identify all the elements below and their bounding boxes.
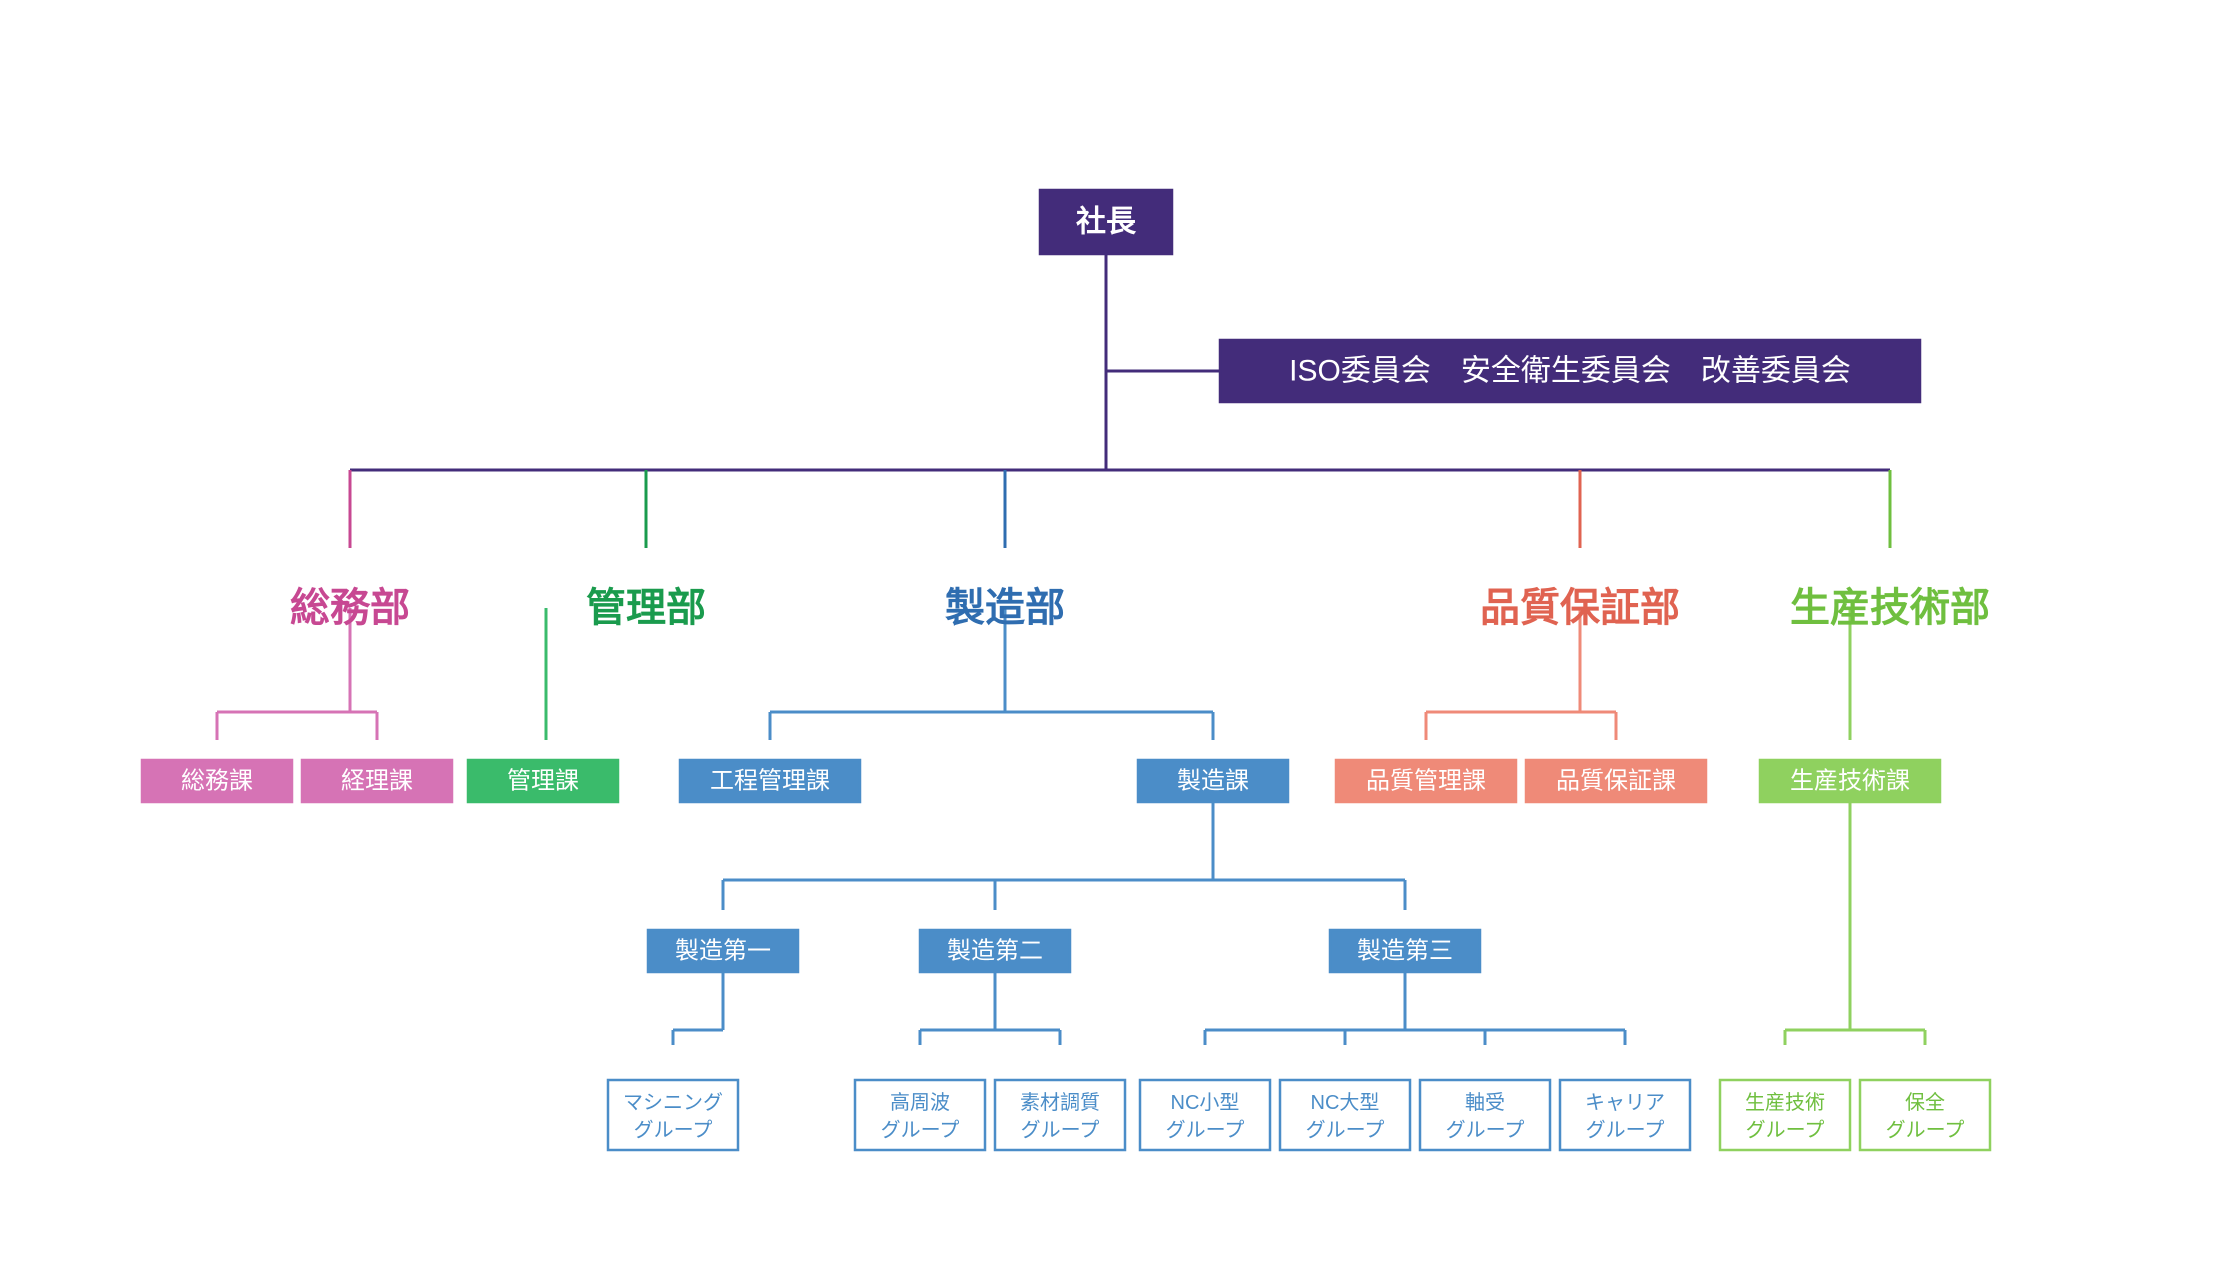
- node-label: 管理課: [507, 768, 579, 795]
- node-label-line2: グループ: [1021, 1118, 1100, 1141]
- node-label: 生産技術課: [1790, 768, 1910, 795]
- node-label-line2: グループ: [1446, 1118, 1525, 1141]
- node-president: 社長: [1040, 190, 1172, 254]
- node-label-line1: 軸受: [1465, 1091, 1505, 1114]
- node-label: 製造第三: [1357, 938, 1453, 965]
- node-grp_machining: マシニンググループ: [608, 1080, 738, 1150]
- node-label-line2: グループ: [1306, 1118, 1385, 1141]
- connector: [1785, 802, 1925, 1045]
- node-label-line1: 素材調質: [1020, 1091, 1100, 1114]
- node-label: 生産技術部: [1790, 586, 1990, 630]
- node-grp_nckogata: NC小型グループ: [1140, 1080, 1270, 1150]
- node-label: 工程管理課: [710, 768, 830, 795]
- node-label: 製造課: [1177, 768, 1249, 795]
- node-label: ISO委員会 安全衛生委員会 改善委員会: [1289, 355, 1851, 388]
- node-label-line2: グループ: [1166, 1118, 1245, 1141]
- node-label-line2: グループ: [634, 1118, 713, 1141]
- connector: [723, 802, 1405, 910]
- node-dept_soumu: 総務部: [290, 586, 410, 630]
- node-dept_kanri: 管理部: [586, 586, 706, 630]
- node-label-line1: 保全: [1905, 1091, 1945, 1114]
- node-kanri_ka: 管理課: [468, 760, 618, 802]
- node-label-line1: キャリア: [1585, 1092, 1665, 1114]
- node-keiri_ka: 経理課: [302, 760, 452, 802]
- node-committees: ISO委員会 安全衛生委員会 改善委員会: [1220, 340, 1920, 402]
- node-label-line2: グループ: [1886, 1118, 1965, 1141]
- node-label-line2: グループ: [1746, 1118, 1825, 1141]
- node-label-line1: マシニング: [623, 1091, 723, 1114]
- node-grp_ncoogata: NC大型グループ: [1280, 1080, 1410, 1150]
- node-label-line1: NC大型: [1311, 1091, 1380, 1114]
- node-label: 製造第二: [947, 938, 1043, 965]
- node-hinho_ka: 品質保証課: [1526, 760, 1706, 802]
- connector: [673, 972, 723, 1045]
- node-label: 品質管理課: [1366, 768, 1486, 795]
- node-dept_seizo: 製造部: [945, 586, 1065, 630]
- node-koutei_ka: 工程管理課: [680, 760, 860, 802]
- node-label: 経理課: [341, 768, 413, 795]
- node-seigi_ka: 生産技術課: [1760, 760, 1940, 802]
- node-label: 総務課: [181, 768, 253, 795]
- node-seizo_ka: 製造課: [1138, 760, 1288, 802]
- node-grp_jikuuke: 軸受グループ: [1420, 1080, 1550, 1150]
- node-label: 製造部: [945, 586, 1065, 630]
- node-label-line1: NC小型: [1171, 1091, 1240, 1114]
- node-label-line2: グループ: [1586, 1118, 1665, 1141]
- node-label: 製造第一: [675, 938, 771, 965]
- node-dept_hinshitsu: 品質保証部: [1480, 586, 1680, 630]
- node-hinkan_ka: 品質管理課: [1336, 760, 1516, 802]
- org-chart: 社長ISO委員会 安全衛生委員会 改善委員会総務部管理部製造部品質保証部生産技術…: [0, 0, 2220, 1264]
- node-label: 社長: [1076, 206, 1137, 239]
- connector: [1205, 972, 1625, 1045]
- node-grp_koushuha: 高周波グループ: [855, 1080, 985, 1150]
- node-grp_carrier: キャリアグループ: [1560, 1080, 1690, 1150]
- node-label: 品質保証部: [1480, 586, 1680, 630]
- node-grp_seigi: 生産技術グループ: [1720, 1080, 1850, 1150]
- node-grp_sozai: 素材調質グループ: [995, 1080, 1125, 1150]
- node-seizo3: 製造第三: [1330, 930, 1480, 972]
- node-label: 総務部: [290, 586, 410, 630]
- node-label-line1: 生産技術: [1745, 1091, 1825, 1114]
- node-soumu_ka: 総務課: [142, 760, 292, 802]
- node-grp_hozen: 保全グループ: [1860, 1080, 1990, 1150]
- connector: [920, 972, 1060, 1045]
- node-label: 品質保証課: [1556, 768, 1676, 795]
- node-seizo1: 製造第一: [648, 930, 798, 972]
- node-label-line2: グループ: [881, 1118, 960, 1141]
- node-label-line1: 高周波: [890, 1091, 950, 1114]
- node-seizo2: 製造第二: [920, 930, 1070, 972]
- node-dept_seisan: 生産技術部: [1790, 586, 1990, 630]
- node-label: 管理部: [586, 586, 706, 630]
